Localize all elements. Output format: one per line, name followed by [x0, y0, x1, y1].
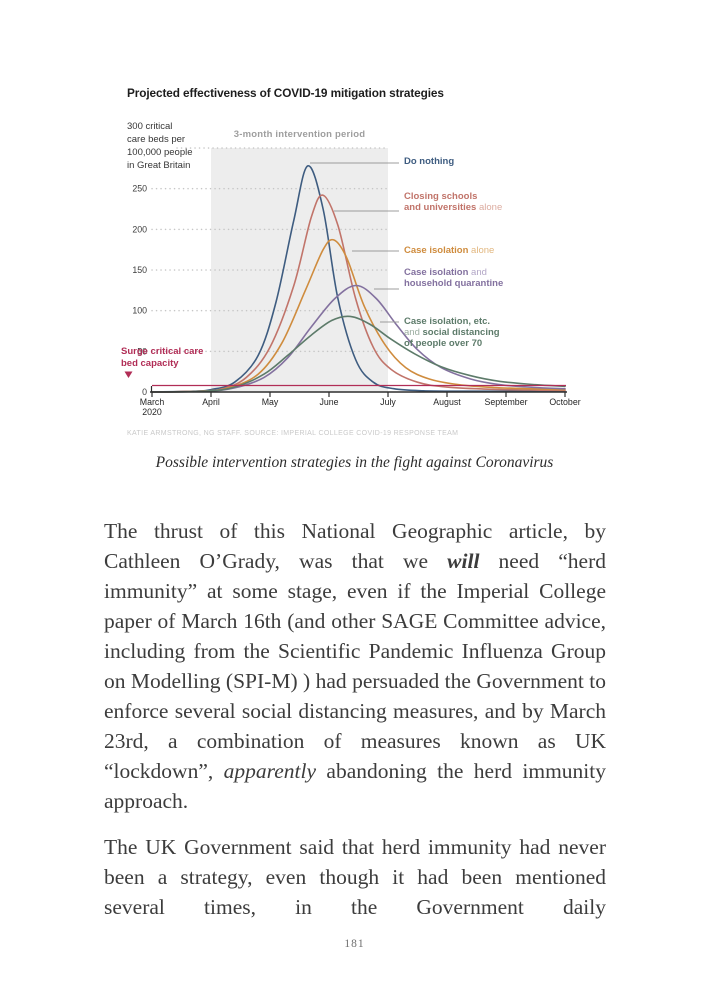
x-tick-label: June: [319, 397, 338, 407]
y-tick-label-250: 250: [132, 184, 147, 194]
series-curve-case-isolation-and-household-quarantine: [151, 284, 566, 393]
intervention-period-label: 3-month intervention period: [233, 129, 366, 140]
x-tick-label: 2020: [142, 407, 162, 417]
paragraph: The thrust of this National Geographic a…: [104, 516, 606, 816]
x-tick-label: May: [262, 397, 279, 407]
legend-text-run: alone: [476, 202, 503, 213]
legend-text-run: and: [468, 267, 487, 278]
legend-text-run: Case isolation: [404, 245, 469, 256]
series-curve-case-isolation-etc-and-social-distancing-of-people-over-70: [151, 315, 566, 393]
text-run: need “herd immunity” at some stage, even…: [104, 549, 606, 783]
legend-text-run: and universities: [404, 202, 477, 213]
legend-item-closing-schools-and-universities-alone: Closing schools and universities alone: [404, 191, 502, 213]
chart-title: Projected effectiveness of COVID-19 miti…: [127, 86, 444, 100]
x-tick-label: March: [140, 397, 165, 407]
surge-capacity-label: Surge critical care bed capacity: [121, 346, 204, 369]
text-run: The thrust of this National Geographic a…: [104, 519, 606, 573]
x-tick-label: October: [549, 397, 580, 407]
legend-line: Case isolation, etc.: [404, 316, 500, 327]
legend-text-run: alone: [468, 245, 495, 256]
y-tick-label-50: 50: [137, 346, 147, 356]
legend-line: Case isolation alone: [404, 245, 494, 256]
legend-text-run: Case isolation, etc.: [404, 316, 491, 327]
legend-line: Do nothing: [404, 156, 454, 167]
x-tick-label: April: [202, 397, 220, 407]
legend-line: and universities alone: [404, 202, 502, 213]
text-run: abandoning the herd immunity approach.: [104, 759, 606, 813]
legend-item-case-isolation-and-household-quarantine: Case isolation and household quarantine: [404, 267, 503, 289]
x-tick-label: July: [380, 397, 396, 407]
legend-line: Closing schools: [404, 191, 502, 202]
x-tick-label: September: [484, 397, 527, 407]
y-axis-label: 300 critical care beds per 100,000 people i…: [127, 121, 193, 171]
legend-text-run: of people over 70: [404, 338, 483, 349]
chart-credit: KATIE ARMSTRONG, NG STAFF. SOURCE: IMPER…: [127, 430, 459, 437]
legend-item-do-nothing: Do nothing: [404, 156, 454, 167]
legend-line: of people over 70: [404, 338, 500, 349]
legend-line: and social distancing: [404, 327, 500, 338]
legend-text-run: social distancing: [422, 327, 500, 338]
legend-text-run: and: [404, 327, 423, 338]
text-run: apparently: [223, 759, 317, 783]
legend-line: Case isolation and: [404, 267, 503, 278]
figure-caption: Possible intervention strategies in the …: [155, 454, 554, 471]
y-tick-label-150: 150: [132, 265, 147, 275]
series-curve-closing-schools-and-universities-alone: [151, 194, 566, 393]
legend-text-run: Case isolation: [404, 267, 469, 278]
y-tick-label-200: 200: [132, 224, 147, 234]
legend-item-case-isolation-alone: Case isolation alone: [404, 245, 494, 256]
y-tick-label-100: 100: [132, 306, 147, 316]
x-tick-label: August: [433, 397, 461, 407]
legend-text-run: household quarantine: [404, 278, 504, 289]
text-run: The UK Government said that herd immunit…: [104, 835, 606, 919]
text-run: will: [447, 549, 480, 573]
body-text: The thrust of this National Geographic a…: [104, 516, 606, 938]
legend-line: household quarantine: [404, 278, 503, 289]
page-number: 181: [344, 938, 365, 950]
surge-arrow-icon: [124, 371, 133, 378]
legend-text-run: Closing schools: [404, 191, 478, 202]
paragraph: The UK Government said that herd immunit…: [104, 832, 606, 922]
y-tick-label-0: 0: [142, 387, 147, 397]
legend-text-run: Do nothing: [404, 156, 455, 167]
legend-item-case-isolation-etc-and-social-distancing-of-people-over-70: Case isolation, etc. and social distancin…: [404, 316, 500, 349]
